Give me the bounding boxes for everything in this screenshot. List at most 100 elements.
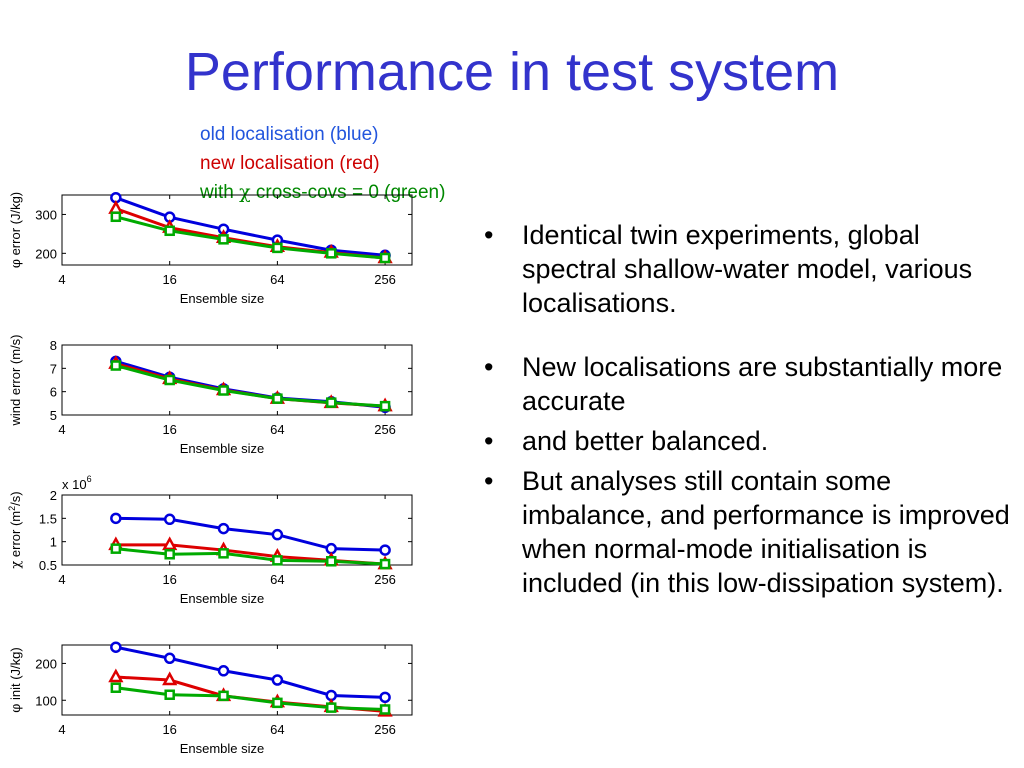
bullet-text: But analyses still contain some imbalanc… [522,466,1010,598]
x-tick-label: 4 [58,722,65,737]
data-point-circle [217,665,230,677]
x-tick-label: 64 [270,572,284,587]
x-tick-label: 16 [162,572,176,587]
data-point-circle [217,522,230,535]
y-tick-label: 1 [50,535,57,550]
y-tick-label: 200 [35,656,57,671]
data-point-square [325,248,337,259]
bullet-text: Identical twin experiments, global spect… [522,220,973,318]
y-tick-label: 7 [50,361,57,376]
data-point-circle [271,528,284,541]
bullet-item: • But analyses still contain some imbalan… [480,464,1015,600]
y-axis-label: φ init (J/kg) [8,647,24,712]
data-point-square [110,543,122,554]
x-tick-label: 64 [270,722,284,737]
series-line-blue [115,516,386,552]
data-point-square [164,689,175,700]
data-point-circle [271,674,284,686]
y-axis-label-text: init (J/kg) [8,647,23,703]
y-tick-label: 6 [50,385,57,400]
data-point-triangle [108,668,124,683]
legend-new: new localisation (red) [200,153,380,174]
bullet-dot: • [484,352,494,382]
data-point-triangle [162,536,178,551]
y-tick-label: 100 [35,693,57,708]
data-point-square [110,211,122,223]
y-axis-label-sup: 2 [7,506,17,511]
bullet-dot: • [484,220,494,250]
data-point-square [110,360,122,371]
y-tick-label: 5 [50,408,57,423]
x-tick-label: 16 [162,422,176,437]
data-point-square [272,697,283,709]
x-tick-label: 256 [374,572,396,587]
data-point-square [379,558,391,570]
y-exponent-label: x 106 [62,474,92,492]
data-point-square [379,252,391,264]
bullet-list: • Identical twin experiments, global spec… [480,218,1015,600]
series-line-red [115,362,386,408]
y-exponent-power: 6 [87,474,92,484]
page-title: Performance in test system [184,42,840,102]
data-point-square [379,704,391,715]
data-point-square [325,397,337,408]
bullet-text: and better balanced. [522,426,769,456]
data-point-square [110,682,122,693]
y-tick-label: 0.5 [39,558,57,573]
axes-box [61,494,413,566]
data-point-square [272,393,283,404]
y-tick-label: 8 [50,338,57,353]
x-tick-label: 256 [374,422,396,437]
data-point-square [325,702,337,713]
chart-1: 4 16 64 256 200 300 Ensemble size φ error (J/kg… [8,192,413,306]
y-axis-label-text: error (m [8,511,23,561]
data-point-circle [110,641,122,653]
series-line-blue [115,645,386,699]
data-point-square [218,690,229,702]
data-point-square [272,242,283,254]
bullet-item: • and better balanced. [480,424,1015,458]
y-exponent-base: x 10 [62,477,87,492]
data-point-square [164,225,175,237]
legend-green-prefix: with [200,182,240,203]
series-line-green [115,215,386,260]
bullet-text: New localisations are substantially more… [522,352,1003,416]
y-tick-label: 300 [35,207,57,222]
data-point-square [218,548,229,559]
legend-old: old localisation (blue) [200,124,379,145]
bullet-dot: • [484,426,494,456]
series-line-green [115,686,386,711]
x-axis-label: Ensemble size [180,741,265,756]
series-line-green [115,547,386,566]
data-point-circle [163,652,176,665]
data-point-square [272,555,283,566]
y-axis-label-text: wind error (m/s) [8,334,23,426]
y-tick-label: 2 [50,488,57,503]
x-tick-label: 4 [58,572,65,587]
chart-4: 4 16 64 256 100 200 Ensemble size φ init (J/kg) [8,641,413,756]
y-axis-label-symbol: φ [9,704,24,713]
x-tick-label: 64 [270,422,284,437]
y-tick-label: 200 [35,246,57,261]
x-tick-label: 256 [374,272,396,287]
x-tick-label: 256 [374,722,396,737]
data-point-square [164,374,175,386]
data-point-triangle [162,671,178,686]
data-point-square [218,385,229,396]
data-point-square [325,556,337,567]
legend: old localisation (blue) new localisation… [200,120,445,207]
x-axis-label: Ensemble size [180,441,265,456]
x-tick-label: 4 [58,422,65,437]
x-axis-label: Ensemble size [180,591,265,606]
x-tick-label: 16 [162,722,176,737]
data-point-circle [110,512,122,525]
data-point-square [164,549,175,560]
y-axis-label: φ error (J/kg) [8,192,24,268]
series-line-green [115,364,386,408]
data-point-circle [379,544,391,556]
legend-green-suffix: cross-covs = 0 (green) [250,182,446,203]
axes-box [61,644,413,716]
x-tick-label: 4 [58,272,65,287]
